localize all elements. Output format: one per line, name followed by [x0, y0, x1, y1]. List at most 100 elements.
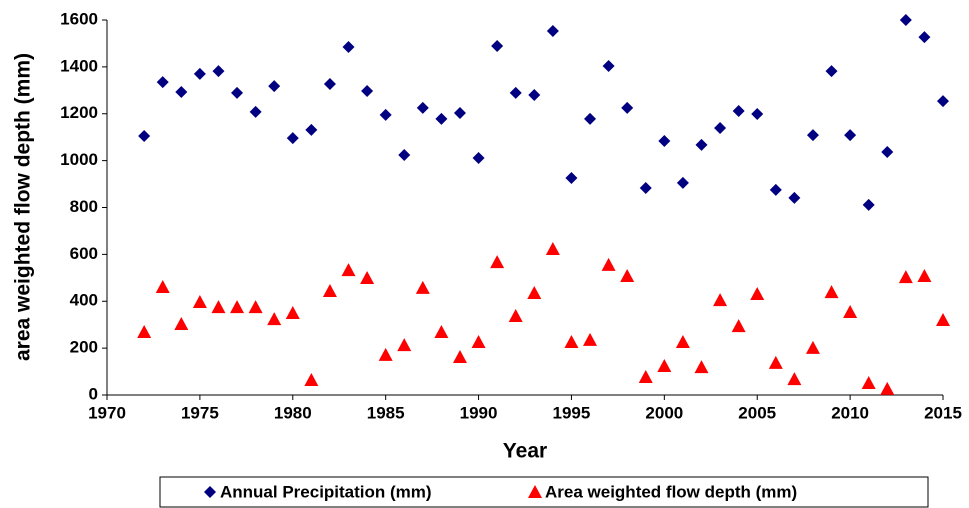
marker: [452, 350, 467, 364]
marker: [564, 335, 579, 349]
marker: [917, 268, 932, 282]
x-tick-label: 2010: [831, 403, 869, 422]
marker: [397, 338, 412, 352]
x-tick-label: 1970: [88, 403, 126, 422]
y-tick-label: 600: [70, 244, 98, 263]
marker: [825, 65, 838, 78]
y-tick-label: 1600: [60, 9, 98, 28]
marker: [286, 132, 299, 145]
marker: [231, 86, 244, 99]
marker: [937, 95, 949, 108]
marker: [584, 112, 597, 125]
marker: [491, 40, 504, 53]
legend-label: Annual Precipitation (mm): [220, 482, 432, 501]
marker: [508, 309, 523, 323]
marker: [602, 59, 615, 72]
marker: [192, 294, 207, 308]
marker: [509, 86, 522, 99]
y-tick-label: 1000: [60, 150, 98, 169]
y-tick-label: 1200: [60, 103, 98, 122]
marker: [268, 80, 281, 93]
y-tick-label: 1400: [60, 56, 98, 75]
y-tick-label: 0: [89, 384, 98, 403]
marker: [416, 101, 429, 114]
marker: [713, 293, 728, 307]
marker: [341, 263, 356, 277]
marker: [806, 129, 819, 142]
marker: [638, 369, 653, 383]
legend-marker: [528, 485, 542, 498]
marker: [267, 312, 282, 326]
marker: [899, 14, 912, 26]
marker: [378, 347, 393, 361]
marker: [379, 108, 392, 121]
marker: [546, 25, 559, 38]
y-tick-label: 400: [70, 291, 98, 310]
marker: [675, 335, 690, 349]
marker: [918, 31, 931, 44]
marker: [305, 123, 318, 136]
x-tick-label: 1975: [181, 403, 219, 422]
marker: [881, 145, 894, 158]
marker: [174, 316, 189, 330]
marker: [565, 171, 578, 184]
marker: [657, 358, 672, 372]
x-tick-label: 2005: [738, 403, 776, 422]
marker: [731, 319, 746, 333]
marker: [769, 183, 782, 196]
marker: [323, 77, 336, 90]
marker: [936, 313, 950, 326]
y-tick-label: 800: [70, 197, 98, 216]
marker: [714, 122, 727, 135]
marker: [249, 105, 262, 118]
marker: [787, 372, 802, 386]
x-tick-label: 1985: [367, 403, 405, 422]
marker: [342, 40, 355, 53]
marker: [137, 324, 152, 338]
marker: [750, 286, 765, 300]
marker: [415, 280, 430, 294]
marker: [360, 271, 375, 285]
marker: [285, 305, 300, 319]
marker: [230, 300, 245, 314]
marker: [898, 270, 913, 284]
marker: [658, 134, 671, 147]
legend-box: [159, 476, 929, 508]
marker: [583, 332, 598, 346]
x-tick-label: 1980: [274, 403, 312, 422]
marker: [212, 65, 225, 78]
marker: [453, 107, 466, 120]
x-tick-label: 1990: [460, 403, 498, 422]
marker: [732, 104, 745, 117]
marker: [528, 89, 541, 101]
x-tick-label: 1995: [553, 403, 591, 422]
marker: [788, 191, 801, 204]
marker: [434, 324, 449, 338]
y-tick-label: 200: [70, 338, 98, 357]
marker: [824, 285, 839, 299]
marker: [805, 340, 820, 354]
marker: [138, 130, 151, 143]
marker: [175, 85, 188, 98]
marker: [751, 107, 764, 120]
x-axis-title: Year: [503, 440, 547, 463]
marker: [211, 300, 226, 314]
marker: [880, 381, 895, 395]
y-axis-title: area weighted flow depth (mm): [12, 53, 35, 361]
marker: [601, 257, 616, 271]
marker: [471, 335, 486, 349]
marker: [490, 255, 505, 269]
marker: [322, 283, 337, 297]
marker: [621, 101, 634, 114]
marker: [694, 360, 709, 374]
marker: [435, 112, 448, 125]
marker: [193, 67, 206, 80]
marker: [155, 279, 170, 293]
marker: [398, 149, 411, 161]
marker: [862, 198, 875, 211]
marker: [620, 268, 635, 282]
marker: [639, 182, 652, 195]
marker: [304, 373, 319, 386]
marker: [156, 76, 169, 89]
